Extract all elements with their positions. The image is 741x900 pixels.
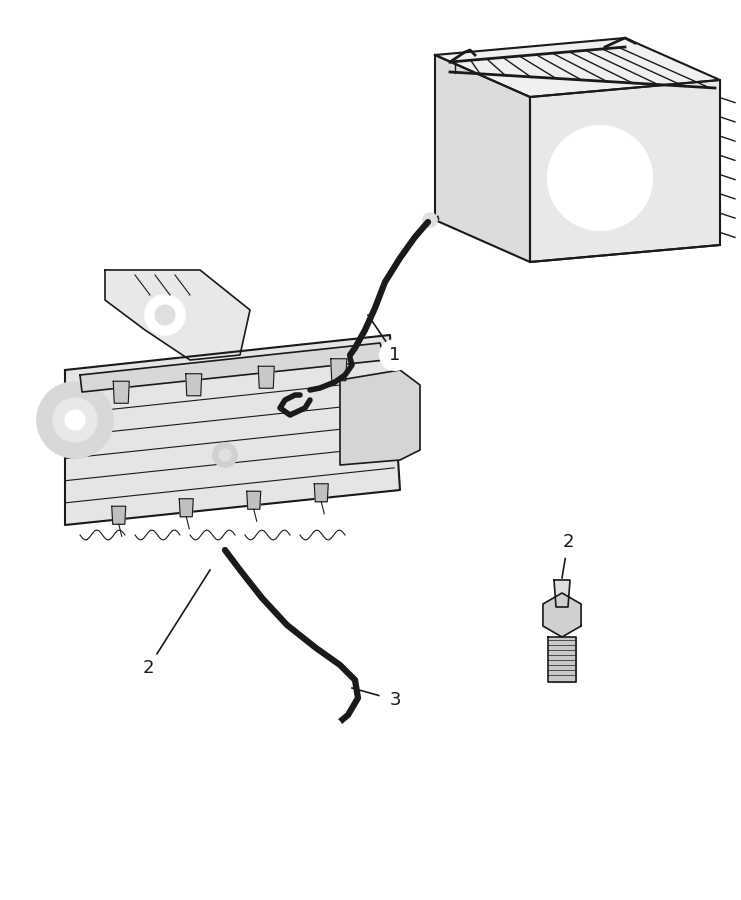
Polygon shape bbox=[65, 335, 400, 525]
Polygon shape bbox=[112, 506, 126, 524]
Circle shape bbox=[379, 684, 411, 716]
Circle shape bbox=[552, 526, 584, 558]
Text: 2: 2 bbox=[142, 659, 153, 677]
Circle shape bbox=[155, 305, 175, 325]
Circle shape bbox=[37, 382, 113, 458]
Circle shape bbox=[379, 339, 411, 371]
Circle shape bbox=[219, 449, 231, 461]
Circle shape bbox=[132, 652, 164, 684]
Polygon shape bbox=[247, 491, 261, 509]
Circle shape bbox=[53, 398, 97, 442]
Polygon shape bbox=[259, 366, 274, 388]
Circle shape bbox=[318, 718, 342, 742]
Polygon shape bbox=[435, 38, 720, 97]
Polygon shape bbox=[80, 343, 385, 392]
Text: 3: 3 bbox=[389, 691, 401, 709]
Polygon shape bbox=[330, 359, 347, 381]
Polygon shape bbox=[179, 499, 193, 517]
Polygon shape bbox=[105, 270, 250, 360]
Polygon shape bbox=[113, 382, 129, 403]
Polygon shape bbox=[186, 374, 202, 396]
Text: 2: 2 bbox=[562, 533, 574, 551]
Polygon shape bbox=[340, 370, 420, 465]
Circle shape bbox=[145, 295, 185, 335]
Circle shape bbox=[423, 213, 437, 227]
Polygon shape bbox=[548, 637, 576, 682]
Polygon shape bbox=[543, 593, 581, 637]
Circle shape bbox=[548, 126, 652, 230]
Polygon shape bbox=[314, 484, 328, 502]
Text: 1: 1 bbox=[389, 346, 401, 364]
Polygon shape bbox=[435, 55, 530, 262]
Circle shape bbox=[213, 443, 237, 467]
Polygon shape bbox=[554, 580, 570, 607]
Circle shape bbox=[65, 410, 85, 430]
Polygon shape bbox=[530, 80, 720, 262]
